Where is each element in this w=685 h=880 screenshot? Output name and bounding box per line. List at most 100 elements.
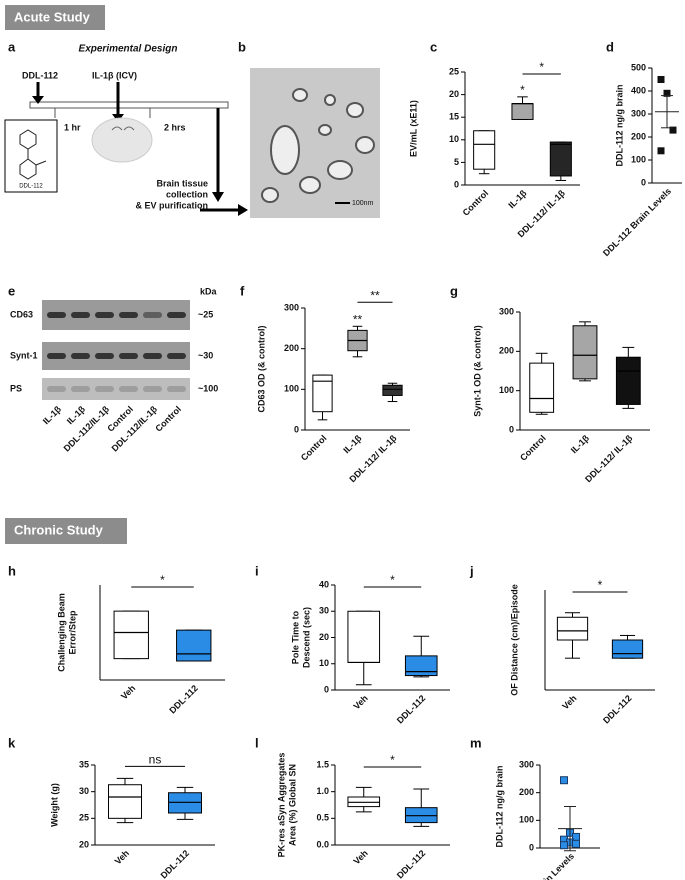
y-tick-label: 0.0: [316, 839, 329, 849]
y-tick-label: 200: [519, 787, 534, 797]
significance: ns: [149, 753, 162, 767]
y-tick-label: 300: [631, 108, 646, 118]
y-tick-label: 20: [79, 839, 89, 849]
y-tick-label: 200: [499, 346, 514, 356]
lane-label: IL-1β: [41, 404, 64, 427]
x-tick-label: Veh: [560, 693, 578, 711]
arrow-head: [238, 204, 248, 216]
band: [143, 353, 162, 359]
band: [119, 353, 138, 359]
y-tick-label: 0: [294, 424, 299, 434]
box: [611, 639, 644, 659]
x-tick-label: Veh: [351, 693, 369, 711]
band: [71, 312, 90, 318]
significance: *: [520, 83, 525, 97]
box: [615, 356, 641, 405]
y-tick-label: 400: [631, 85, 646, 95]
x-tick-label: DDL-112 Brain Levels: [504, 851, 576, 880]
y-tick-label: 300: [519, 759, 534, 769]
band: [95, 386, 114, 392]
band: [47, 386, 66, 392]
vesicles: [261, 88, 375, 203]
box: [529, 362, 555, 413]
y-tick-label: 0.5: [316, 813, 329, 823]
blot-size-label: ~30: [198, 350, 213, 360]
y-tick-label: 5: [454, 157, 459, 167]
arrow-head: [212, 192, 224, 202]
y-axis-label: PK-res aSyn Aggregates: [276, 753, 286, 858]
band: [71, 353, 90, 359]
panel-letter: e: [8, 283, 15, 298]
point: [669, 126, 677, 134]
y-tick-label: 30: [79, 786, 89, 796]
x-tick-label: IL-1β: [506, 188, 529, 211]
y-axis-label: Area (%) Global SN: [287, 764, 297, 846]
y-tick-label: 25: [449, 66, 459, 76]
point: [572, 839, 580, 848]
y-axis-label: Synt-1 OD (& control): [472, 325, 482, 417]
y-tick-label: 20: [319, 632, 329, 642]
blot-strip: [42, 300, 190, 330]
band: [167, 386, 186, 392]
lane-label: Control: [153, 404, 183, 434]
panel-letter: l: [255, 735, 259, 750]
y-tick-label: 25: [79, 813, 89, 823]
y-tick-label: 10: [319, 658, 329, 668]
y-axis-label: Weight (g): [49, 783, 59, 827]
y-tick-label: 0: [641, 177, 646, 187]
structure-box: [4, 119, 58, 193]
blot-row-label: CD63: [10, 309, 33, 319]
point: [663, 89, 671, 97]
significance: *: [390, 573, 395, 587]
x-tick-label: Veh: [351, 848, 369, 866]
x-tick-label: DDL-112 Brain Levels: [601, 186, 673, 258]
panel-letter: h: [8, 563, 16, 578]
significance: *: [390, 753, 395, 767]
y-tick-label: 100: [499, 385, 514, 395]
band: [95, 353, 114, 359]
x-tick-label: DDL-112: [167, 683, 200, 716]
panel-letter: j: [469, 563, 474, 578]
band: [95, 312, 114, 318]
arrow-head: [32, 96, 44, 104]
endpoint-label: collection: [166, 189, 208, 199]
box: [347, 610, 381, 663]
box: [382, 384, 403, 396]
structure: [19, 129, 47, 180]
band: [119, 386, 138, 392]
y-tick-label: 0: [324, 684, 329, 694]
band: [71, 386, 90, 392]
x-tick-label: DDL-112/ IL-1β: [583, 433, 635, 485]
y-tick-label: 100: [631, 154, 646, 164]
panel-letter: i: [255, 563, 259, 578]
structure-label: DDL-112: [19, 184, 43, 190]
y-tick-label: 300: [284, 302, 299, 312]
x-tick-label: IL-1β: [569, 433, 592, 456]
significance: *: [598, 578, 603, 592]
y-tick-label: 20: [449, 89, 459, 99]
x-tick-label: DDL-112: [601, 693, 634, 726]
box: [108, 784, 142, 819]
y-tick-label: 200: [631, 131, 646, 141]
box: [549, 141, 572, 177]
box: [511, 103, 534, 120]
y-axis-label: Challenging Beam: [56, 593, 66, 672]
x-tick-label: IL-1β: [341, 433, 364, 456]
y-tick-label: 1.0: [316, 786, 329, 796]
label: DDL-112: [22, 70, 58, 80]
x-tick-label: DDL-112: [159, 848, 192, 880]
y-axis-label: EV/mL (xE11): [408, 100, 418, 157]
box: [572, 325, 598, 380]
ears: [111, 126, 135, 131]
panel-letter: g: [450, 283, 458, 298]
band: [167, 312, 186, 318]
box: [312, 374, 333, 413]
unit: kDa: [200, 286, 218, 296]
y-tick-label: 35: [79, 759, 89, 769]
label: 2 hrs: [164, 122, 186, 132]
y-axis-label: OF Distance (cm)/Episode: [509, 584, 519, 696]
y-tick-label: 0: [529, 842, 534, 852]
y-tick-label: 300: [499, 306, 514, 316]
panel-letter: a: [8, 39, 16, 54]
